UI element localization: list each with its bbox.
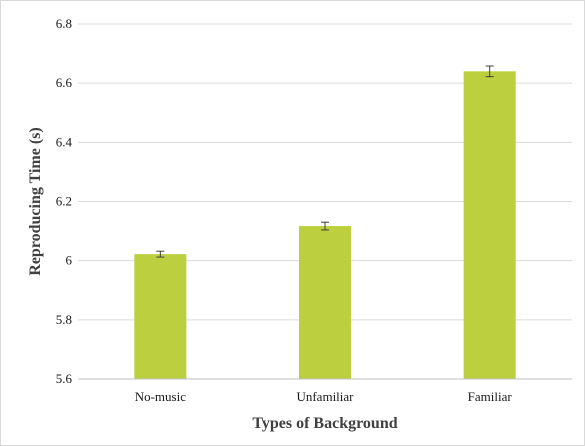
bar-familiar (463, 71, 516, 379)
y-tick-label: 5.6 (56, 371, 73, 386)
x-tick-label: Unfamiliar (296, 389, 354, 404)
y-tick-label: 6.2 (56, 194, 72, 209)
y-tick-labels: 5.6 5.8 6 6.2 6.4 6.6 6.8 (56, 16, 73, 386)
x-tick-label: No-music (135, 389, 187, 404)
y-axis-title: Reproducing Time (s) (27, 127, 44, 275)
error-bars (156, 65, 494, 258)
error-bar (485, 65, 494, 78)
error-bar (156, 250, 165, 258)
y-tick-label: 6.6 (56, 75, 73, 90)
x-tick-label: Familiar (468, 389, 513, 404)
y-tick-label: 5.8 (56, 312, 72, 327)
bars (134, 71, 516, 379)
bar-unfamiliar (299, 226, 351, 379)
bar-no-music (134, 254, 187, 379)
x-axis-title: Types of Background (252, 415, 397, 432)
y-tick-label: 6.8 (56, 16, 72, 31)
y-tick-label: 6 (66, 253, 73, 268)
x-tick-labels: No-music Unfamiliar Familiar (135, 389, 513, 404)
y-tick-label: 6.4 (56, 134, 73, 149)
error-bar (321, 221, 329, 231)
